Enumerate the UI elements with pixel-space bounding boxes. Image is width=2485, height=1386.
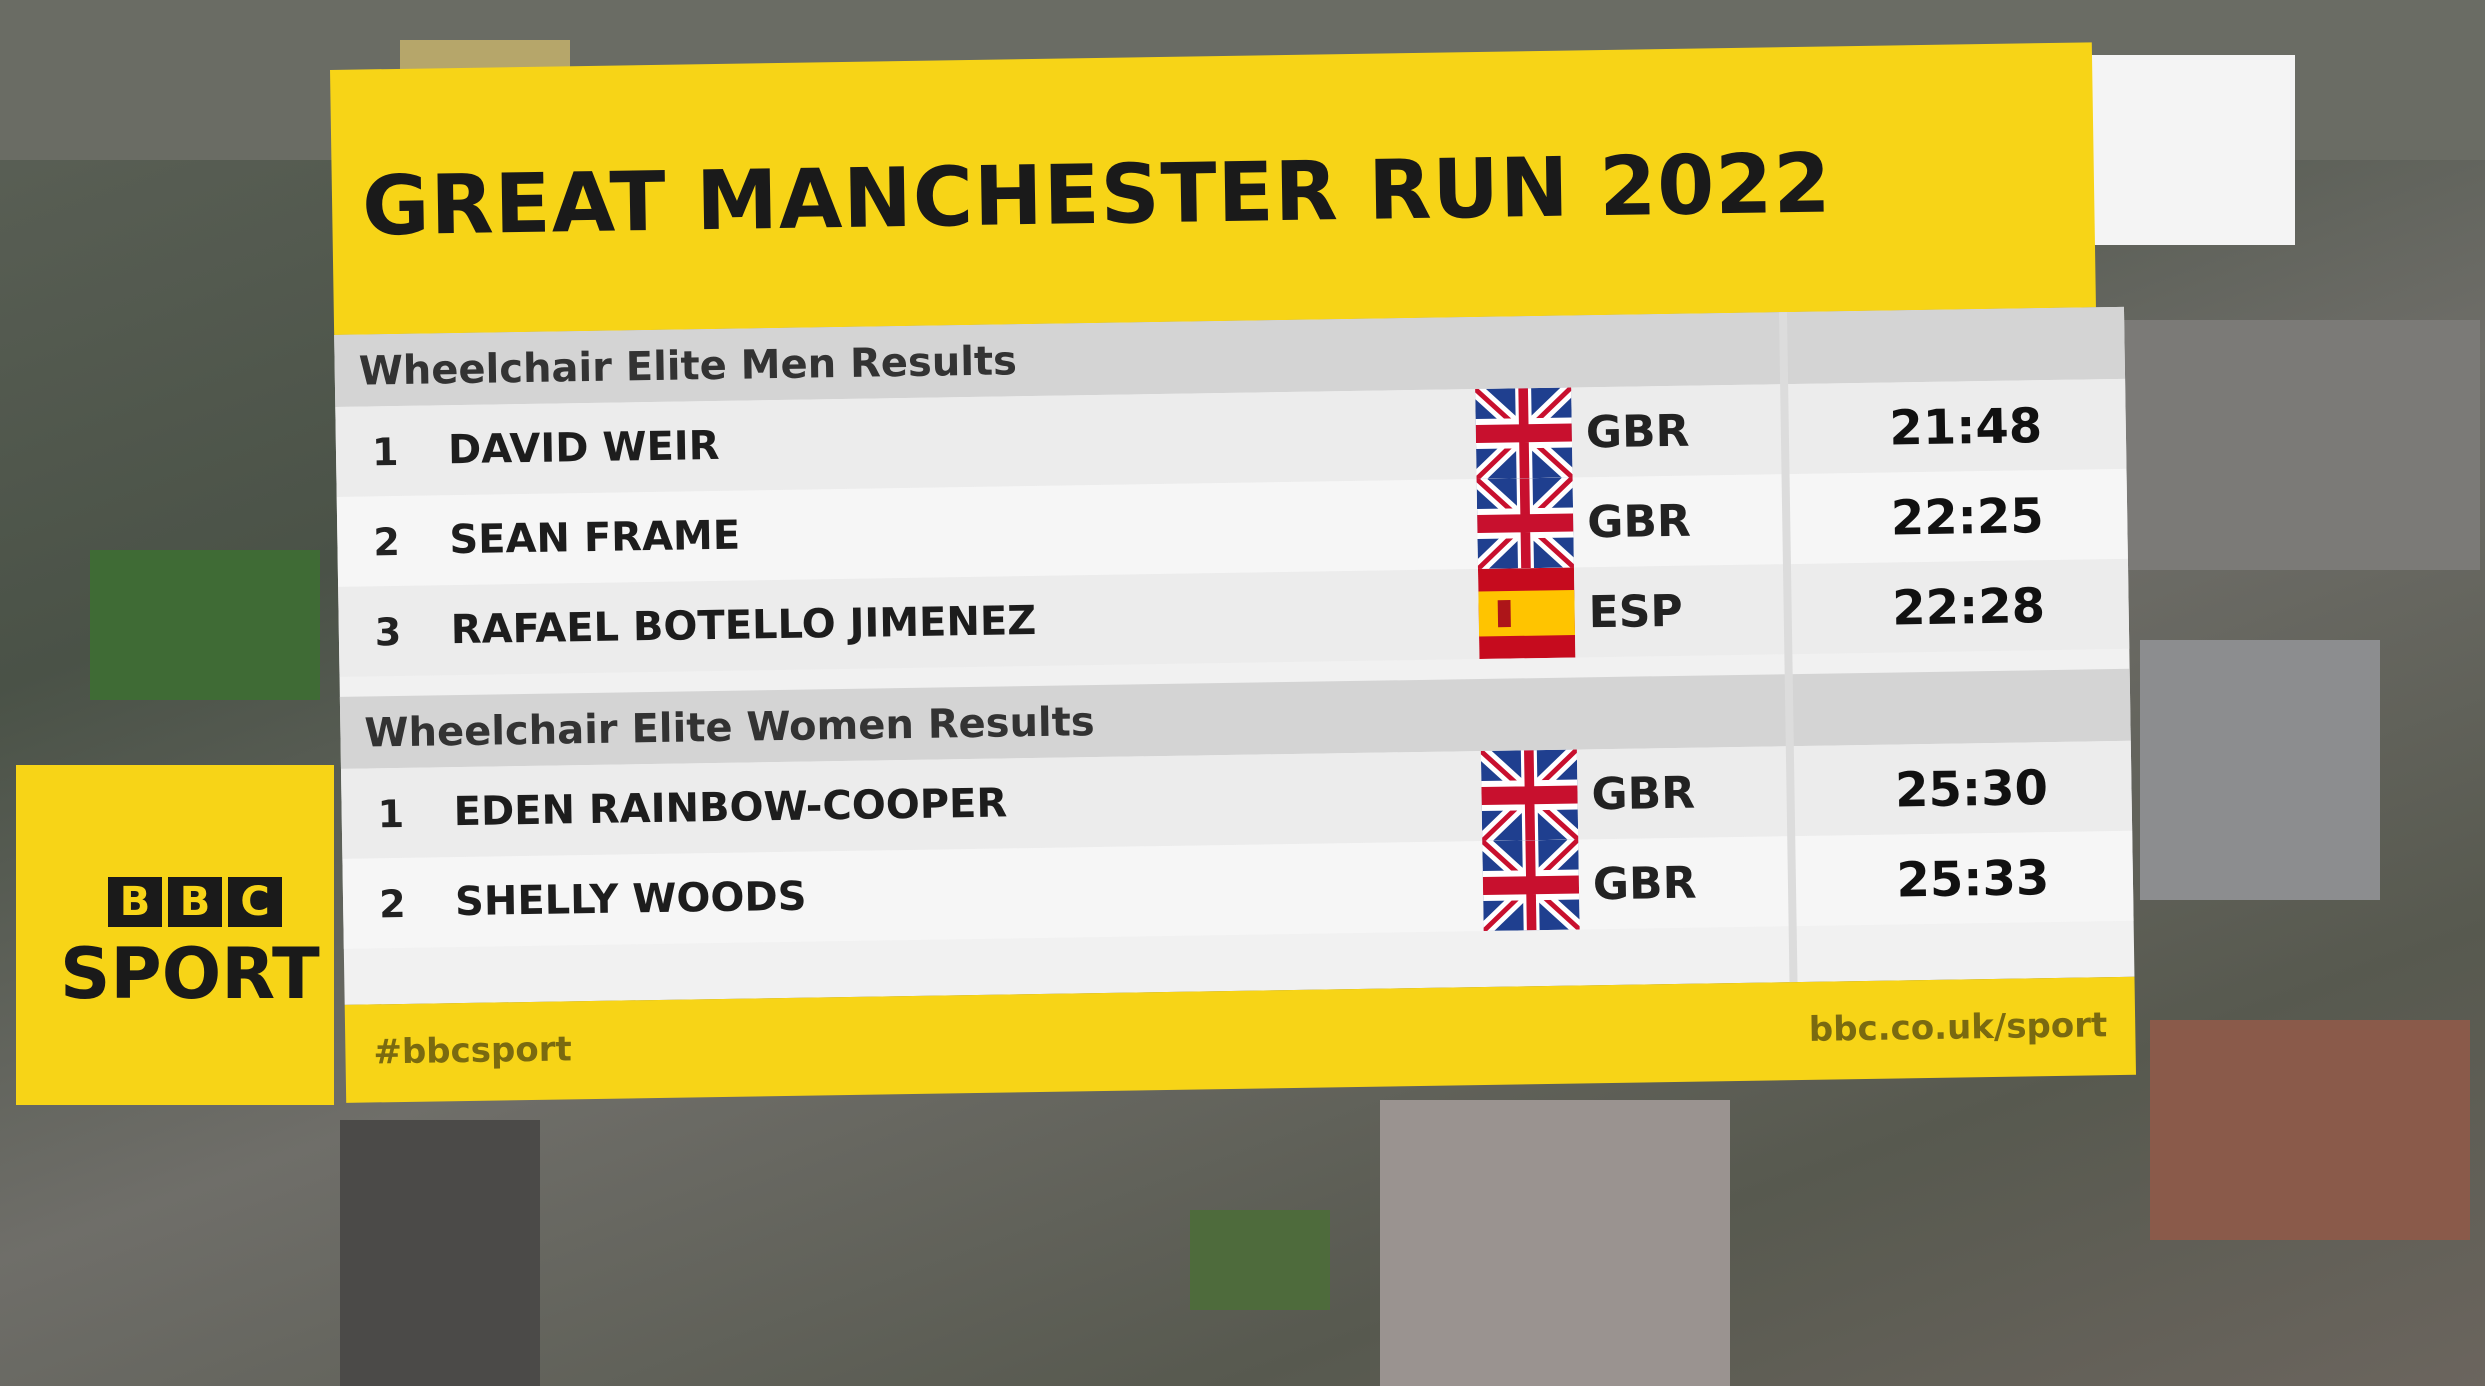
finish-time: 22:25 bbox=[1890, 488, 2045, 547]
header: GREAT MANCHESTER RUN 2022 bbox=[330, 42, 2096, 335]
logo-letter: B bbox=[168, 877, 222, 927]
finish-time: 25:30 bbox=[1894, 760, 2049, 819]
country-code: GBR bbox=[1586, 495, 1692, 549]
sponsor-logo bbox=[2092, 55, 2295, 245]
flag bbox=[1474, 469, 1576, 578]
country-code: GBR bbox=[1591, 767, 1696, 821]
rank: 2 bbox=[373, 519, 401, 565]
building bbox=[2100, 320, 2480, 570]
athlete-name: SEAN FRAME bbox=[449, 512, 741, 564]
rank: 2 bbox=[378, 881, 406, 927]
athlete-name: DAVID WEIR bbox=[447, 422, 720, 474]
flag bbox=[1473, 379, 1575, 488]
footer-url: bbc.co.uk/sport bbox=[1808, 1005, 2108, 1050]
section-title: Wheelchair Elite Men Results bbox=[358, 338, 1018, 395]
result-row: 1 DAVID WEIR GBR 21:48 bbox=[335, 378, 2127, 497]
results-panel: GREAT MANCHESTER RUN 2022 Wheelchair Eli… bbox=[330, 42, 2146, 1105]
building bbox=[2150, 1020, 2470, 1240]
finish-time: 22:28 bbox=[1891, 578, 2046, 637]
athlete-name: RAFAEL BOTELLO JIMENEZ bbox=[450, 597, 1037, 654]
flag bbox=[1477, 567, 1576, 660]
rank: 3 bbox=[374, 609, 402, 655]
country-code: ESP bbox=[1588, 585, 1684, 639]
building bbox=[1380, 1100, 1730, 1386]
building bbox=[2140, 640, 2380, 900]
rank: 1 bbox=[371, 429, 399, 475]
athlete-name: SHELLY WOODS bbox=[454, 873, 807, 926]
finish-time: 25:33 bbox=[1896, 850, 2050, 909]
results-body: Wheelchair Elite Men Results 1 DAVID WEIR G… bbox=[334, 306, 2135, 1005]
result-row: 3 RAFAEL BOTELLO JIMENEZ ESP 22:28 bbox=[338, 558, 2130, 677]
flag bbox=[1480, 831, 1582, 940]
rank: 1 bbox=[377, 791, 405, 837]
flag bbox=[1478, 741, 1581, 850]
country-code: GBR bbox=[1592, 857, 1697, 911]
result-row: 1 EDEN RAINBOW-COOPER GBR 25:30 bbox=[340, 740, 2133, 859]
footer-hashtag: #bbcsport bbox=[373, 1029, 573, 1073]
country-code: GBR bbox=[1585, 405, 1690, 459]
park bbox=[1190, 1210, 1330, 1310]
title: GREAT MANCHESTER RUN 2022 bbox=[361, 136, 1833, 255]
result-row: 2 SEAN FRAME GBR 22:25 bbox=[336, 468, 2128, 587]
building bbox=[340, 1120, 540, 1386]
park bbox=[90, 550, 320, 700]
logo-letter: B bbox=[108, 877, 162, 927]
logo-word: SPORT bbox=[60, 933, 320, 1015]
section-title: Wheelchair Elite Women Results bbox=[364, 699, 1095, 757]
result-row: 2 SHELLY WOODS GBR 25:33 bbox=[342, 830, 2134, 949]
finish-time: 21:48 bbox=[1888, 398, 2043, 457]
logo-letter: C bbox=[228, 877, 282, 927]
athlete-name: EDEN RAINBOW-COOPER bbox=[453, 780, 1008, 836]
